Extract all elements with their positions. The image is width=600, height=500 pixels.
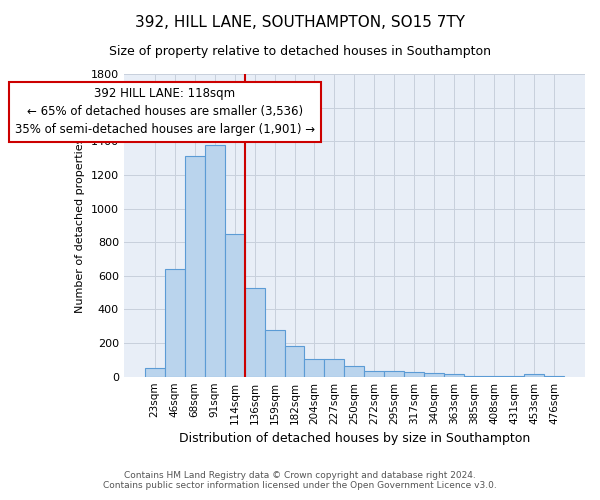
Bar [205,144,224,376]
Bar [325,359,344,376]
Text: Contains HM Land Registry data © Crown copyright and database right 2024.
Contai: Contains HM Land Registry data © Crown c… [103,470,497,490]
Text: 392 HILL LANE: 118sqm
← 65% of detached houses are smaller (3,536)
35% of semi-d: 392 HILL LANE: 118sqm ← 65% of detached … [14,88,315,136]
Bar [265,330,284,376]
Bar [424,374,444,376]
X-axis label: Distribution of detached houses by size in Southampton: Distribution of detached houses by size … [179,432,530,445]
Bar [284,346,304,376]
Bar [364,371,385,376]
Bar [524,374,544,376]
Bar [444,374,464,376]
Bar [385,371,404,376]
Bar [145,368,165,376]
Text: 392, HILL LANE, SOUTHAMPTON, SO15 7TY: 392, HILL LANE, SOUTHAMPTON, SO15 7TY [135,15,465,30]
Bar [224,234,245,376]
Bar [304,359,325,376]
Bar [165,269,185,376]
Bar [185,156,205,376]
Bar [245,288,265,376]
Bar [404,372,424,376]
Y-axis label: Number of detached properties: Number of detached properties [75,138,85,313]
Bar [344,366,364,376]
Text: Size of property relative to detached houses in Southampton: Size of property relative to detached ho… [109,45,491,58]
